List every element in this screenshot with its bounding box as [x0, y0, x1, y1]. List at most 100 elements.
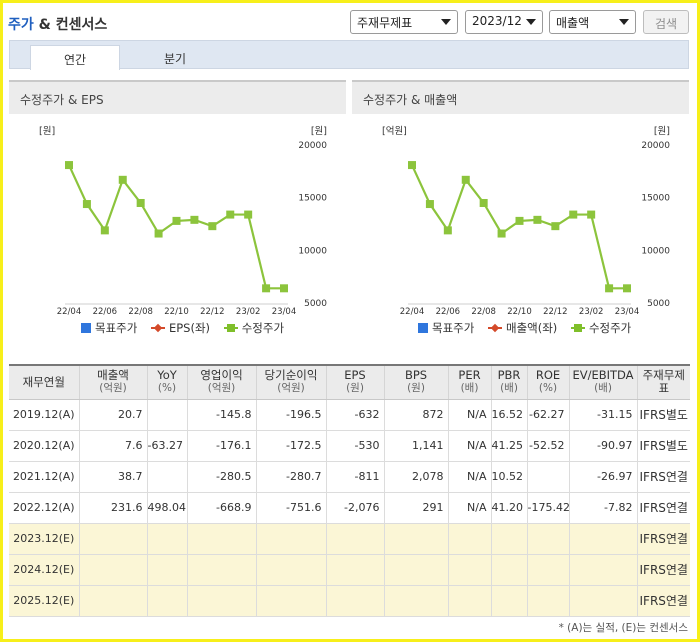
- y-tick-label: 5000: [647, 299, 670, 309]
- column-header: BPS (원): [384, 365, 449, 400]
- column-header: EV/EBITDA (배): [569, 365, 638, 400]
- legend-label: 목표주가: [432, 321, 475, 335]
- table-cell: [569, 585, 638, 617]
- table-cell: IFRS연결: [637, 554, 690, 586]
- legend-label: 수정주가: [588, 321, 632, 335]
- row-period-cell: 2025.12(E): [9, 585, 80, 617]
- table-cell: -90.97: [569, 430, 638, 462]
- table-cell: [147, 523, 188, 555]
- data-point[interactable]: [569, 210, 578, 219]
- table-cell: IFRS별도: [637, 399, 690, 431]
- diamond-line-icon: [487, 323, 502, 333]
- data-point[interactable]: [136, 198, 145, 207]
- table-cell: N/A: [448, 399, 492, 431]
- column-header: YoY (%): [147, 365, 188, 400]
- data-point[interactable]: [515, 216, 524, 225]
- chart-title: 수정주가 & EPS: [9, 80, 346, 114]
- chart-title: 수정주가 & 매출액: [352, 80, 689, 114]
- table-cell: 498.04: [147, 492, 188, 524]
- financial-standard-select[interactable]: 주재무제표: [350, 10, 458, 34]
- table-cell: -280.5: [187, 461, 257, 493]
- tab-annual[interactable]: 연간: [30, 45, 120, 70]
- x-tick-label: 23/02: [579, 307, 604, 317]
- data-point[interactable]: [479, 198, 488, 207]
- column-header: 당기순이익 (억원): [256, 365, 327, 400]
- column-header-name: 재무연월: [22, 374, 65, 389]
- table-cell: [527, 523, 570, 555]
- data-point[interactable]: [461, 175, 470, 184]
- table-cell: 231.6: [79, 492, 148, 524]
- data-point[interactable]: [497, 229, 506, 238]
- data-point[interactable]: [551, 222, 560, 231]
- data-point[interactable]: [605, 284, 614, 293]
- data-point[interactable]: [587, 210, 596, 219]
- data-point[interactable]: [226, 210, 235, 219]
- table-cell: [147, 461, 188, 493]
- table-cell: [491, 585, 528, 617]
- table-cell: -63.27: [147, 430, 188, 462]
- square-icon: [81, 323, 91, 333]
- y-tick-label: 20000: [298, 141, 327, 151]
- table-cell: [384, 554, 449, 586]
- data-point[interactable]: [244, 210, 253, 219]
- chevron-down-icon: [441, 19, 451, 25]
- data-point[interactable]: [172, 216, 181, 225]
- table-cell: -632: [326, 399, 385, 431]
- left-axis-unit: [억원]: [382, 125, 407, 137]
- data-point[interactable]: [190, 215, 199, 224]
- legend-target-price[interactable]: 목표주가: [81, 320, 137, 336]
- data-point[interactable]: [533, 215, 542, 224]
- data-point[interactable]: [443, 226, 452, 235]
- x-tick-label: 22/08: [471, 307, 496, 317]
- data-point[interactable]: [65, 161, 73, 170]
- data-point[interactable]: [118, 175, 127, 184]
- column-header-name: EV/EBITDA: [572, 368, 634, 383]
- data-point[interactable]: [408, 161, 416, 170]
- price-revenue-chart: [억원] [원] 20000 15000 10000 5000 22/04 22/06 22/0…: [382, 125, 670, 317]
- table-cell: [187, 554, 257, 586]
- table-cell: 38.7: [79, 461, 148, 493]
- y-tick-label: 20000: [641, 141, 670, 151]
- table-cell: 872: [384, 399, 449, 431]
- data-point[interactable]: [623, 284, 631, 293]
- legend-target-price[interactable]: 목표주가: [418, 320, 474, 336]
- legend-adjusted-price[interactable]: 수정주가: [223, 320, 284, 336]
- legend-adjusted-price[interactable]: 수정주가: [570, 320, 632, 336]
- column-header-unit: (억원): [207, 382, 236, 395]
- table-cell: -811: [326, 461, 385, 493]
- table-cell: N/A: [448, 430, 492, 462]
- legend-eps[interactable]: EPS(좌): [150, 320, 211, 336]
- table-cell: -196.5: [256, 399, 327, 431]
- x-tick-label: 23/04: [615, 307, 640, 317]
- row-period-cell: 2022.12(A): [9, 492, 80, 524]
- table-cell: -145.8: [187, 399, 257, 431]
- legend-revenue[interactable]: 매출액(좌): [487, 320, 557, 336]
- legend-label: 목표주가: [95, 321, 138, 335]
- metric-select[interactable]: 매출액: [549, 10, 636, 34]
- data-point[interactable]: [208, 222, 217, 231]
- data-point[interactable]: [425, 200, 434, 209]
- square-line-icon: [570, 323, 585, 333]
- column-header-name: PBR: [497, 368, 521, 383]
- table-cell: N/A: [448, 461, 492, 493]
- data-point[interactable]: [100, 226, 109, 235]
- data-point[interactable]: [262, 284, 271, 293]
- data-point[interactable]: [154, 229, 163, 238]
- column-header: 주재무제표: [637, 365, 690, 400]
- table-cell: IFRS별도: [637, 430, 690, 462]
- legend-label: EPS(좌): [168, 321, 211, 335]
- table-cell: IFRS연결: [637, 585, 690, 617]
- column-header-name: BPS: [404, 368, 428, 383]
- data-point[interactable]: [280, 284, 288, 293]
- table-cell: [527, 585, 570, 617]
- tab-quarterly[interactable]: 분기: [163, 52, 187, 66]
- table-cell: [491, 554, 528, 586]
- period-select[interactable]: 2023/12: [465, 10, 543, 34]
- table-cell: [256, 554, 327, 586]
- page-title-rest: & 컨센서스: [38, 17, 108, 33]
- data-point[interactable]: [82, 200, 91, 209]
- table-body: 2019.12(A) 20.7 -145.8 -196.5 -632 872 N/A 16.5…: [9, 399, 690, 617]
- period-tabbar: 연간 분기: [9, 40, 689, 70]
- search-button[interactable]: 검색: [643, 10, 689, 34]
